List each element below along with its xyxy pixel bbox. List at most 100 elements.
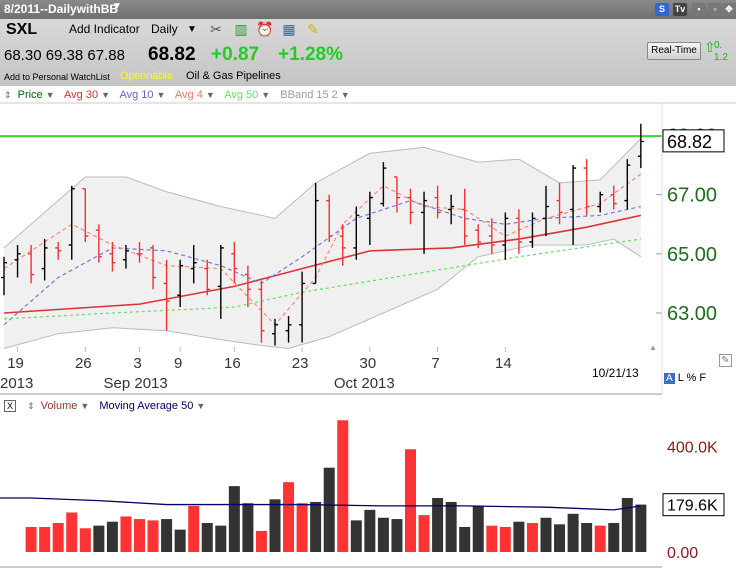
ohlc-bar [190, 244, 197, 284]
save-icon[interactable]: ▪ [692, 3, 706, 16]
price-tick-label: 63.00 [667, 303, 717, 325]
volume-bar [445, 501, 457, 552]
sort-arrows-icon[interactable]: ⇕ [27, 401, 35, 411]
period-select[interactable]: Daily [151, 22, 178, 36]
volume-bar [255, 530, 267, 552]
chevron-down-icon[interactable]: ▼ [196, 401, 206, 411]
volume-bar [161, 519, 173, 552]
ohlc-bar [461, 188, 468, 245]
ohlc-bar [583, 159, 590, 216]
last-volume-label: 179.6K [667, 498, 718, 515]
legend-volume[interactable]: Volume [40, 400, 78, 412]
ohlc-bar [312, 182, 319, 285]
legend-avg30[interactable]: Avg 30 [64, 89, 99, 101]
volume-bar [228, 486, 240, 552]
industry-link[interactable]: Oil & Gas Pipelines [186, 70, 281, 82]
ohlc-bar [637, 123, 644, 169]
ohlc-bar [1, 256, 7, 296]
ohlc-bar [136, 242, 143, 263]
ohlc-bar [258, 280, 265, 343]
chevron-down-icon[interactable]: ▼ [101, 90, 111, 100]
volume-bar [79, 528, 91, 552]
ohlc-bar [28, 244, 35, 284]
quote-change-percent: +1.28% [278, 44, 343, 65]
ma-line-avg30 [3, 214, 642, 314]
price-tick-label: 65.00 [667, 244, 717, 266]
optionable-link[interactable]: Optionable [120, 70, 174, 82]
legend-volume-ma[interactable]: Moving Average 50 [99, 400, 194, 412]
volume-bar [323, 467, 335, 552]
volume-bar [405, 449, 416, 552]
ohlc-bar [597, 191, 604, 213]
volume-bar [459, 526, 471, 552]
maximize-icon[interactable]: ▫ [708, 3, 722, 16]
chevron-down-icon[interactable]: ▼ [261, 90, 271, 100]
ohlc-bar [109, 242, 116, 272]
date-tick-label: 3 [133, 355, 141, 372]
annotation-toolbar[interactable]: A L % F [664, 372, 706, 384]
volume-bar [93, 525, 105, 552]
volume-bar [391, 519, 403, 552]
chevron-down-icon[interactable]: ▼ [80, 401, 90, 411]
up-arrow-icon: ⇧ [704, 39, 716, 55]
period-dropdown-icon[interactable]: ▼ [187, 24, 197, 35]
legend-avg4[interactable]: Avg 4 [174, 89, 203, 101]
alpf-a-button[interactable]: A [664, 373, 675, 384]
date-tick-label: 16 [224, 355, 241, 372]
legend-avg50[interactable]: Avg 50 [224, 89, 259, 101]
title-dropdown-icon[interactable]: ▼ [112, 1, 122, 12]
volume-bar [635, 504, 647, 552]
legend-avg10[interactable]: Avg 10 [119, 89, 154, 101]
calculator-icon[interactable]: ▦ [282, 21, 296, 37]
volume-bar [418, 515, 430, 552]
volume-bar [608, 523, 620, 552]
chevron-down-icon[interactable]: ▼ [205, 90, 215, 100]
sort-arrows-icon[interactable]: ⇕ [4, 90, 12, 100]
ma-line-avg50 [3, 238, 641, 320]
ohlc-bar [95, 224, 102, 263]
chevron-down-icon[interactable]: ▼ [340, 90, 350, 100]
month-label: Oct 2013 [334, 375, 395, 392]
ohlc-bar [326, 194, 333, 243]
ohlc-bar [177, 259, 184, 308]
chevron-down-icon[interactable]: ▼ [45, 90, 55, 100]
ohlc-bar [14, 244, 21, 278]
volume-bar [188, 505, 200, 552]
quote-last-price: 68.82 [148, 44, 196, 65]
ohlc-bar [150, 244, 157, 290]
bars-icon[interactable]: ▥ [234, 21, 248, 37]
symbol-label[interactable]: SXL [6, 21, 38, 38]
ohlc-bar [204, 259, 211, 296]
chart-header: SXL Add Indicator Daily ▼ ✂ ▥ ⏰ ▦ ✎ 68.3… [0, 19, 736, 86]
realtime-button[interactable]: Real-Time [647, 42, 701, 60]
add-indicator-button[interactable]: Add Indicator [69, 22, 140, 36]
volume-tick-label: 400.0K [667, 440, 718, 457]
close-icon[interactable]: X [4, 400, 16, 412]
move-icon[interactable]: ✥ [722, 3, 736, 16]
date-tick-label: 9 [174, 355, 182, 372]
note-icon[interactable]: ✎ [307, 21, 319, 37]
month-label: 2013 [0, 375, 33, 392]
date-tick-label: 19 [7, 355, 24, 372]
pencil-icon[interactable]: ✎ [719, 354, 732, 367]
ohlc-bar [272, 318, 278, 346]
ohlc-bar [475, 224, 482, 248]
ohlc-bar [624, 159, 631, 210]
tools-icon[interactable]: ✂ [210, 21, 222, 37]
legend-bband[interactable]: BBand 15 2 [280, 89, 338, 101]
volume-bar [52, 523, 64, 552]
legend-price[interactable]: Price [17, 89, 43, 101]
chevron-down-icon[interactable]: ▼ [156, 90, 166, 100]
add-to-watchlist-link[interactable]: Add to Personal WatchList [4, 72, 110, 82]
volume-bar [377, 517, 389, 552]
collapse-icon[interactable]: ▲ [649, 343, 657, 352]
alarm-icon[interactable]: ⏰ [256, 21, 274, 37]
tv-icon[interactable]: Tv [673, 3, 687, 16]
volume-bar [554, 524, 566, 552]
alpf-options[interactable]: L % F [674, 372, 707, 384]
ohlc-bar [217, 244, 224, 319]
s-icon[interactable]: S [655, 3, 669, 16]
volume-bar [432, 497, 444, 552]
volume-bar [486, 525, 498, 552]
